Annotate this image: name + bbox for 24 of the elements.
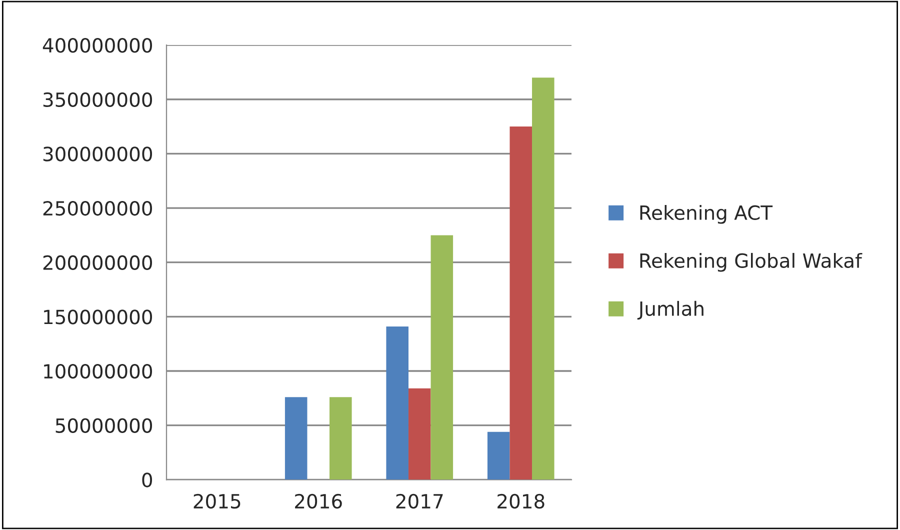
x-tick-label: 2018 xyxy=(498,494,544,509)
legend-label: Rekening ACT xyxy=(640,204,773,224)
y-tick-label: 350000000 xyxy=(43,92,152,108)
y-tick-label: 0 xyxy=(142,472,152,488)
x-tick-label: 2017 xyxy=(396,494,443,509)
y-tick-label: 250000000 xyxy=(43,200,152,216)
legend-label: Jumlah xyxy=(637,300,704,320)
y-tick-label: 400000000 xyxy=(42,38,152,53)
x-tick-label: 2015 xyxy=(194,494,240,509)
bar xyxy=(284,397,308,480)
bar xyxy=(408,388,431,480)
bar xyxy=(430,235,454,480)
legend-label: Rekening Global Wakaf xyxy=(640,252,862,272)
bar xyxy=(510,126,532,480)
y-tick-label: 200000000 xyxy=(43,255,152,270)
bar xyxy=(386,326,408,480)
y-tick-label: 150000000 xyxy=(44,310,152,324)
y-tick-label: 300000000 xyxy=(43,146,152,162)
bar xyxy=(532,78,554,480)
y-tick-label: 50000000 xyxy=(56,418,152,433)
bar xyxy=(330,397,352,480)
x-tick-label: 2016 xyxy=(295,494,342,509)
y-tick-label: 100000000 xyxy=(44,364,152,379)
bar xyxy=(487,432,510,480)
